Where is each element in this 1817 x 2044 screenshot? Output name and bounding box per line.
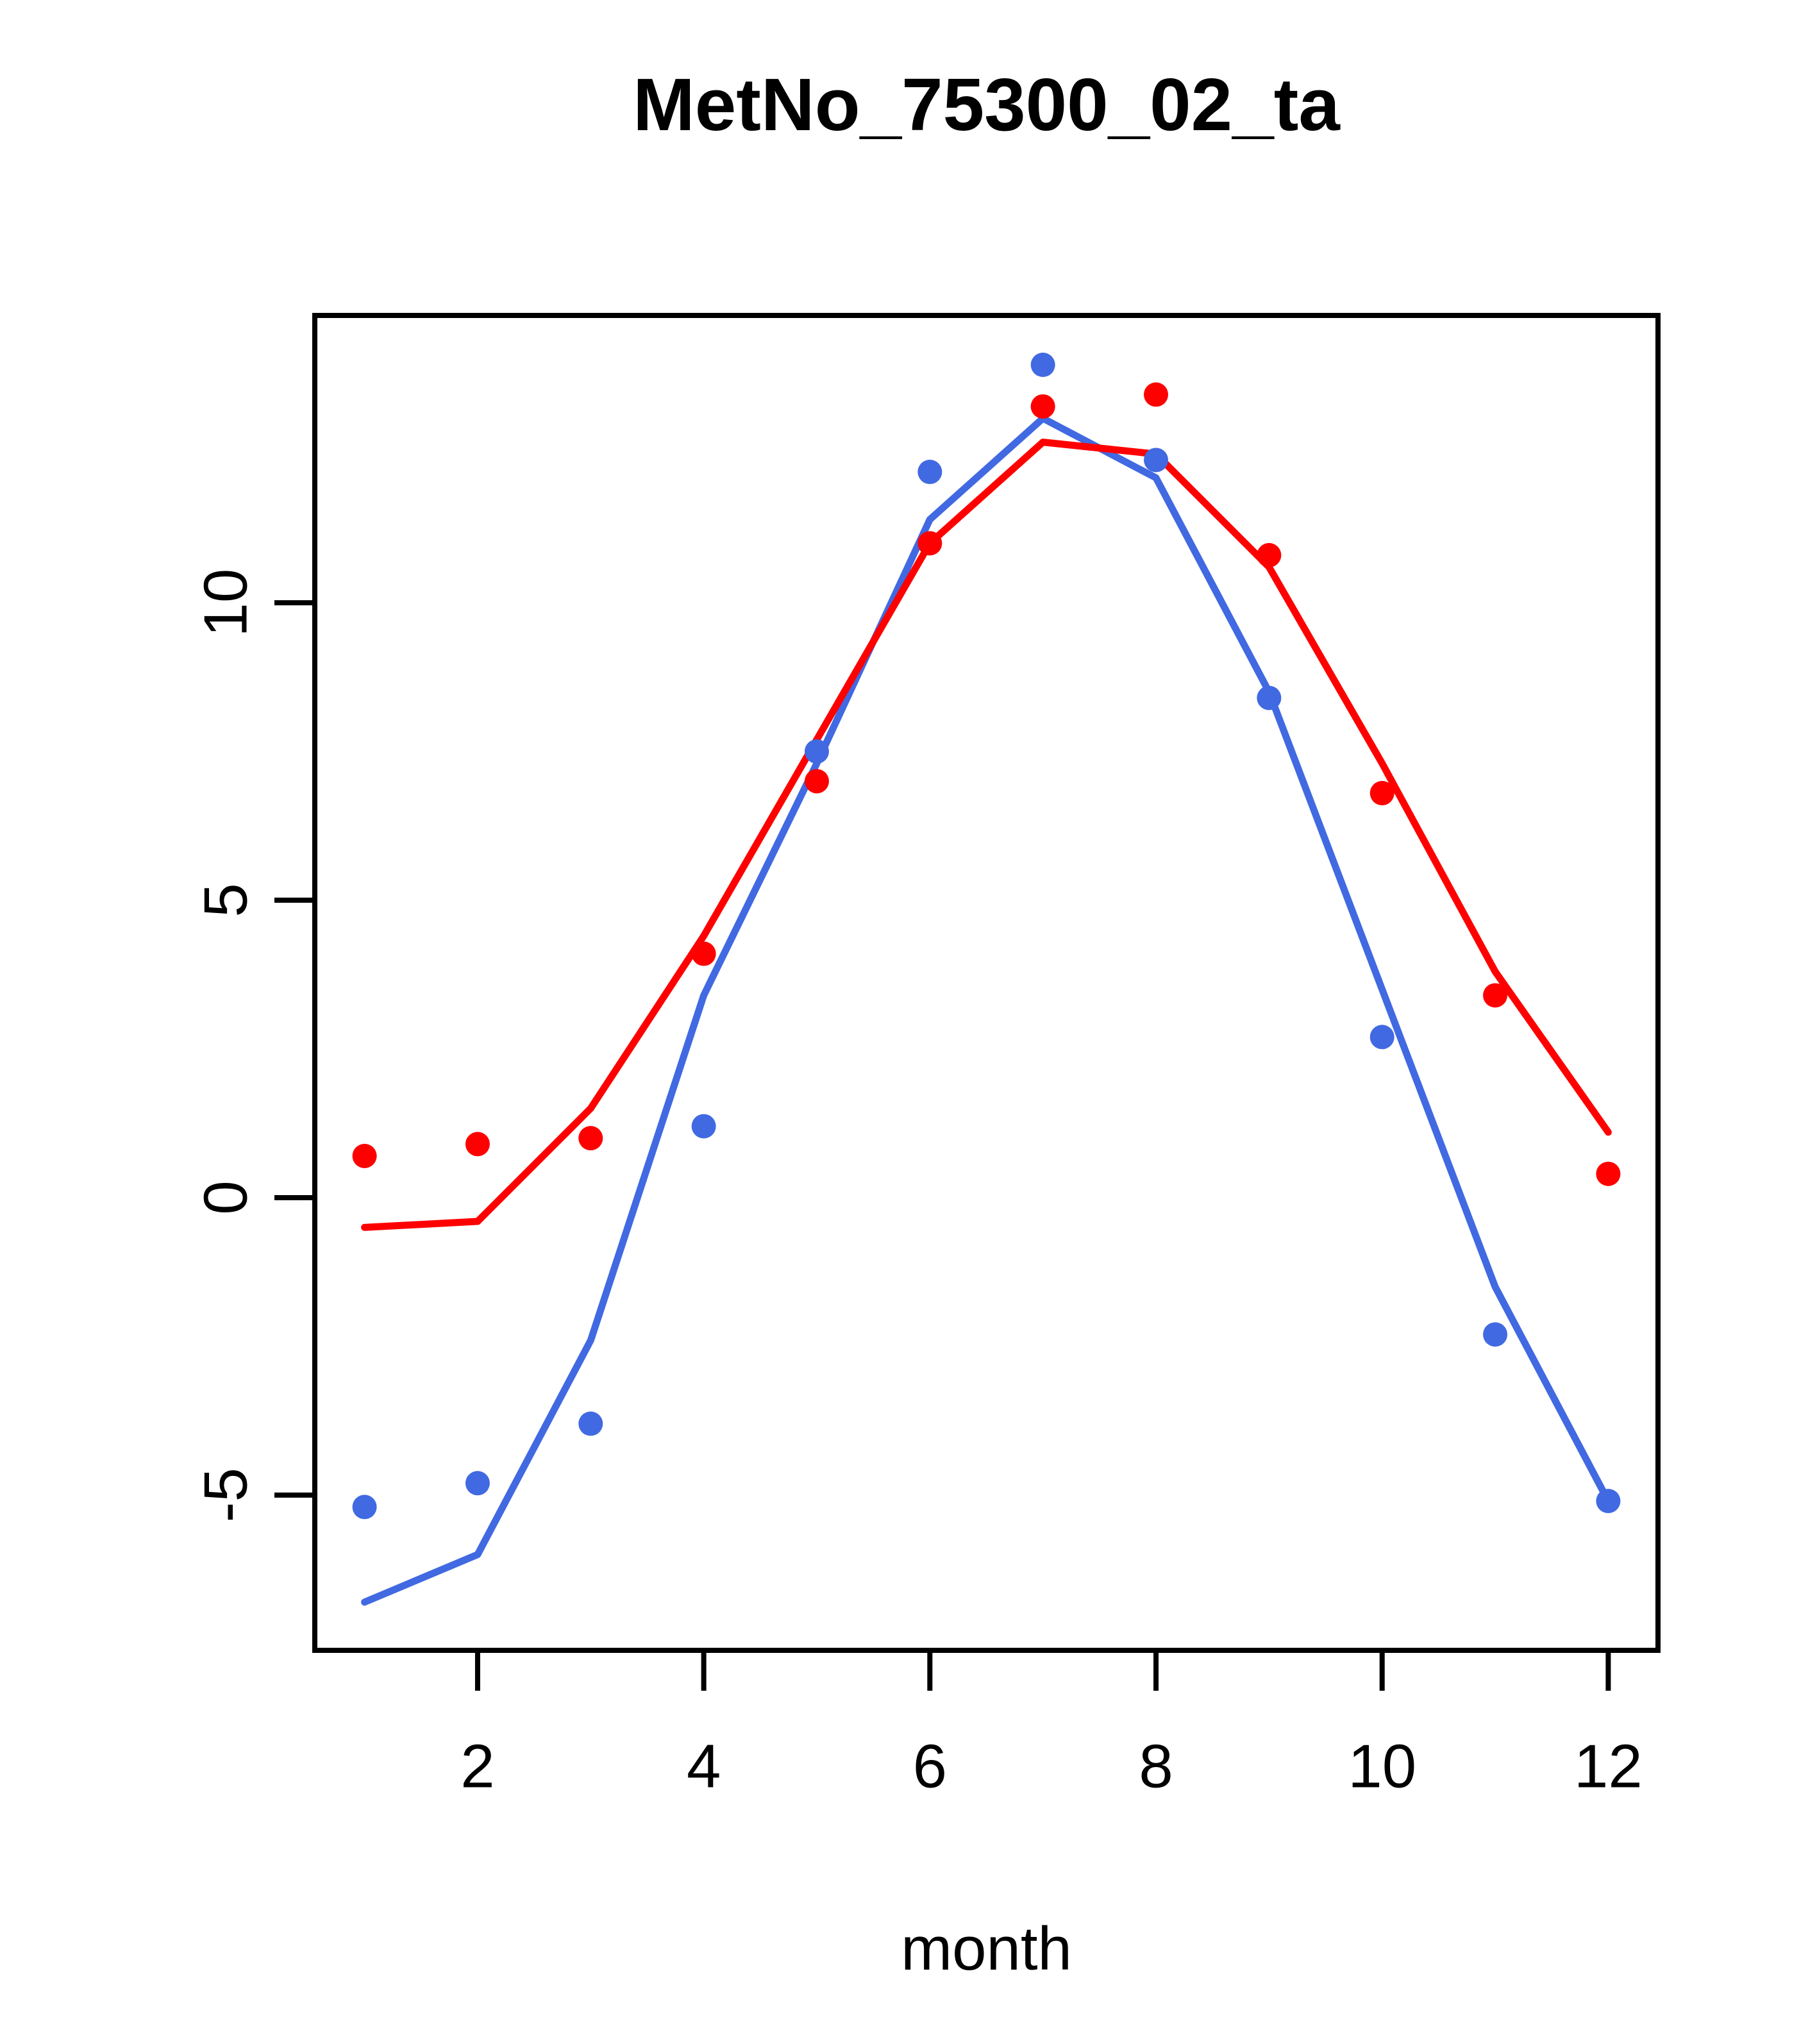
red-point bbox=[804, 769, 829, 794]
red-point bbox=[1144, 382, 1169, 407]
red-point bbox=[465, 1132, 490, 1157]
x-axis-tick-label: 8 bbox=[1139, 1732, 1173, 1801]
blue-point bbox=[1596, 1489, 1621, 1514]
blue-point bbox=[1144, 448, 1169, 473]
red-point bbox=[1030, 394, 1055, 419]
blue-point bbox=[1030, 353, 1055, 378]
red-point bbox=[578, 1126, 603, 1151]
blue-point bbox=[691, 1114, 716, 1139]
x-axis-tick-label: 4 bbox=[687, 1732, 721, 1801]
chart-title: MetNo_75300_02_ta bbox=[633, 63, 1340, 146]
red-point bbox=[1369, 781, 1394, 806]
blue-point bbox=[1257, 685, 1282, 710]
x-axis-tick-label: 2 bbox=[460, 1732, 494, 1801]
red-point bbox=[1483, 983, 1508, 1008]
plot-box bbox=[312, 313, 1661, 1653]
red-point bbox=[352, 1143, 377, 1168]
blue-point bbox=[917, 460, 942, 485]
blue-point bbox=[465, 1471, 490, 1496]
x-axis-tick-label: 12 bbox=[1574, 1732, 1643, 1801]
x-axis-tick-label: 10 bbox=[1348, 1732, 1416, 1801]
blue-point bbox=[1369, 1025, 1394, 1050]
y-axis-tick-label: 10 bbox=[192, 569, 260, 637]
x-axis-tick-label: 6 bbox=[913, 1732, 947, 1801]
y-axis-tick-label: 0 bbox=[192, 1180, 260, 1214]
blue-point bbox=[352, 1495, 377, 1520]
red-point bbox=[1257, 542, 1282, 567]
x-axis-label: month bbox=[901, 1914, 1072, 1983]
y-axis-tick-label: 5 bbox=[192, 883, 260, 917]
y-axis-tick-label: -5 bbox=[192, 1468, 260, 1522]
blue-point bbox=[578, 1411, 603, 1436]
red-point bbox=[691, 941, 716, 966]
blue-point bbox=[1483, 1322, 1508, 1347]
red-point bbox=[917, 531, 942, 556]
blue-point bbox=[804, 739, 829, 764]
blue-line-series bbox=[361, 415, 1612, 1606]
red-line-series bbox=[361, 439, 1612, 1231]
red-point bbox=[1596, 1161, 1621, 1186]
